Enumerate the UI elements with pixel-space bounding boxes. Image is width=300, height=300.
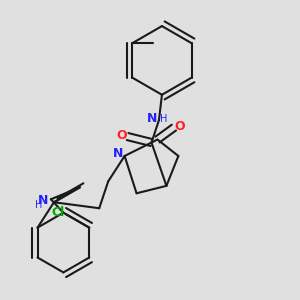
Text: O: O [116,130,127,142]
Text: N: N [147,112,158,125]
Text: N: N [113,147,123,160]
Text: H: H [160,114,167,124]
Text: N: N [38,194,49,207]
Text: O: O [174,120,184,133]
Text: H: H [34,200,42,210]
Text: Cl: Cl [52,206,65,219]
